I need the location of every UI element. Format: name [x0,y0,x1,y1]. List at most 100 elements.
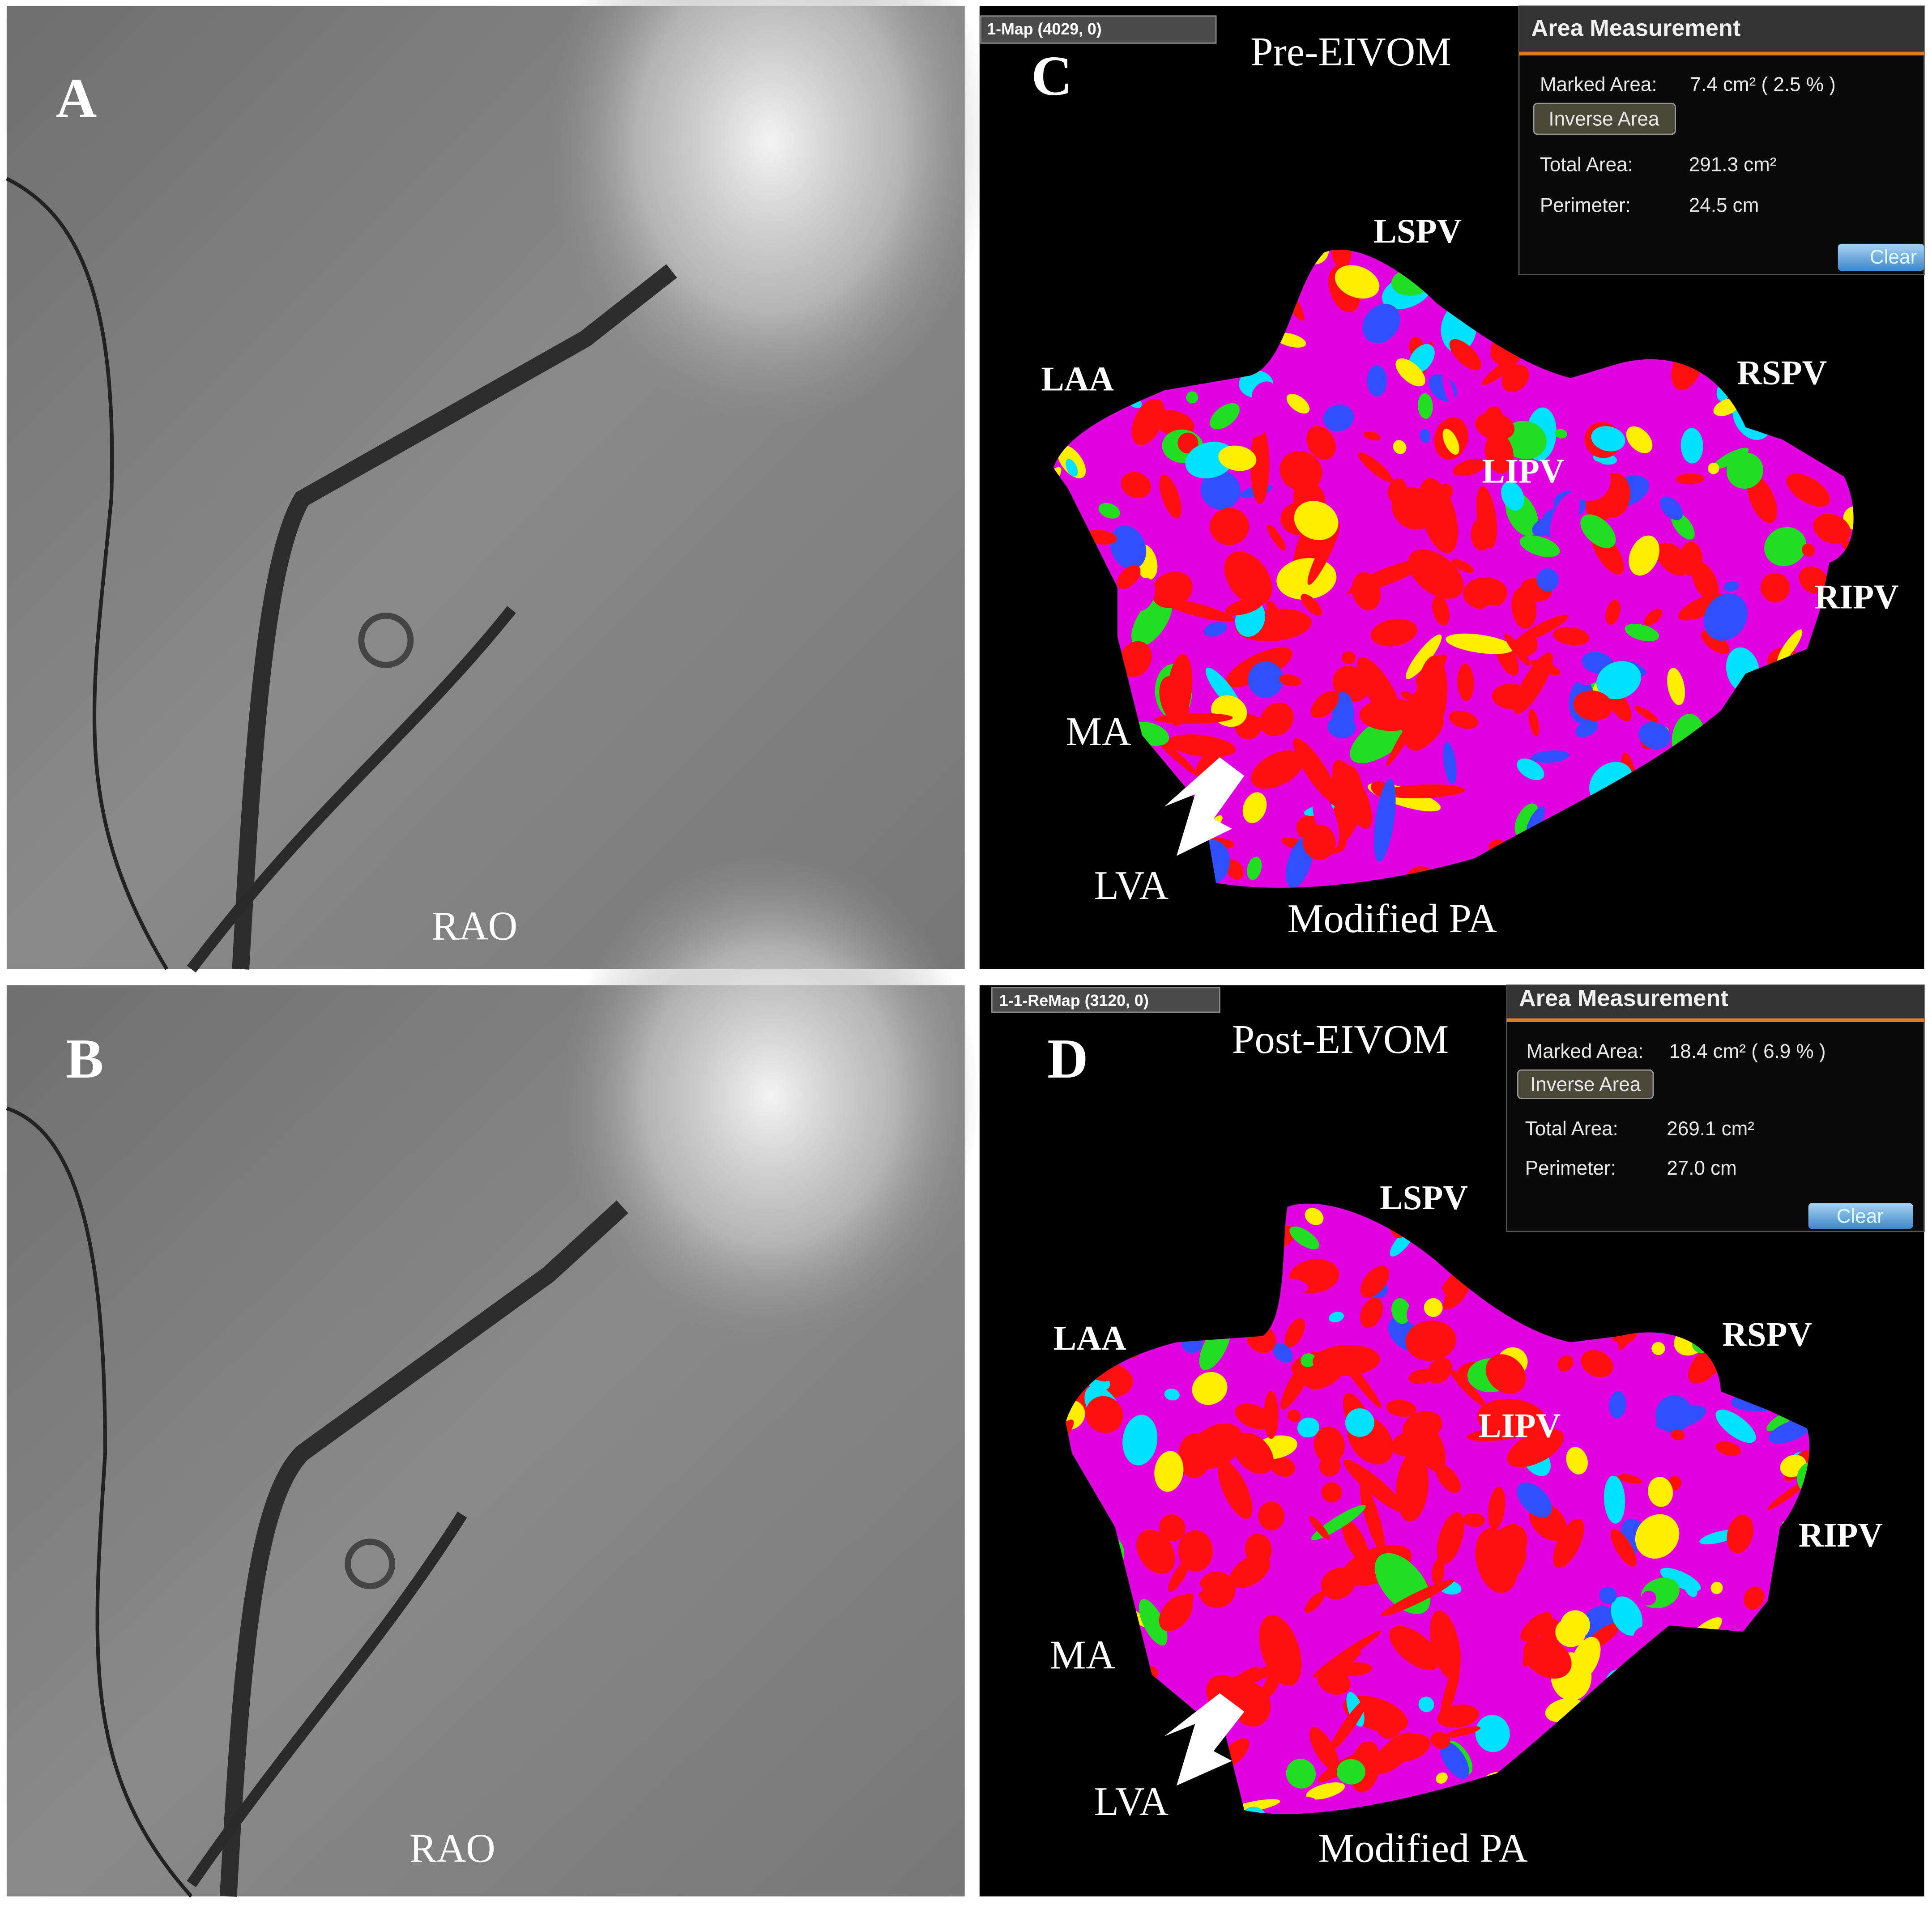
map-patch [1229,1554,1271,1588]
map-patch [1493,1524,1527,1564]
map-patch [1312,1345,1380,1376]
measurement-panel: Area Measurement Marked Area: 7.4 cm² ( … [1518,5,1925,276]
map-patch [1386,1399,1416,1417]
map-patch [1703,1451,1722,1499]
map-patch [1743,1586,1765,1610]
map-patch [1218,445,1257,471]
map-patch [1651,1342,1665,1355]
map-patch [1306,1782,1345,1800]
map-patch [1343,1459,1406,1513]
button-label: Clear [1870,246,1917,268]
map-patch [1159,474,1181,519]
field-value: 18.4 cm² ( 6.9 % ) [1669,1040,1826,1062]
map-patch [1309,1516,1330,1540]
map-patch [1189,1423,1244,1469]
map-patch [1267,524,1286,551]
map-patch [1680,541,1703,576]
map-patch [1442,374,1455,405]
map-patch [1573,690,1613,721]
map-patch [1704,593,1748,641]
map-patch [1357,657,1402,723]
button-label: Clear [1837,1206,1884,1227]
map-patch [1269,1456,1296,1477]
map-patch [1676,473,1704,485]
map-patch [1436,1772,1448,1784]
map-dropdown [991,987,1220,1013]
map-patch [1301,1353,1316,1368]
map-patch [1192,1372,1228,1405]
measurement-panel: Area Measurement Marked Area: 18.4 cm² (… [1506,984,1925,1232]
panel-header [1506,985,1924,1020]
map-patch [1552,627,1590,646]
map-patch [1288,1797,1317,1814]
map-patch [1638,722,1671,750]
map-patch [1167,654,1193,726]
map-patch [1580,514,1616,548]
map-patch [1408,549,1464,599]
map-patch [1279,674,1301,686]
map-patch [1437,1512,1464,1564]
map-patch [1098,503,1120,519]
map-patch [1611,1596,1643,1636]
map-patch [1159,1514,1186,1542]
field-value: 291.3 cm² [1689,153,1777,175]
map-patch [1446,633,1514,654]
map-patch [1117,565,1141,589]
map-patch [1488,1486,1506,1530]
map-patch [1764,527,1807,567]
map-patch [1363,431,1381,441]
map-patch [1110,525,1147,569]
map-patch [1530,660,1561,675]
field-label: Total Area: [1525,1118,1618,1140]
map-patch [1726,452,1764,489]
map-patch [1443,742,1457,784]
map-patch [1168,734,1236,758]
field-label: Marked Area: [1540,74,1657,96]
map-patch [1442,429,1459,455]
map-patch [1264,1390,1279,1439]
catheter [187,606,516,973]
map-patch [1395,358,1425,387]
map-patch [1581,1350,1613,1377]
field-value: 27.0 cm [1667,1157,1737,1179]
header-rule [1506,1018,1924,1022]
map-patch [1575,720,1598,737]
map-patch [1154,1451,1184,1492]
map-panel: 1-1-ReMap (3120, 0) D Post-EIVOM Area Me… [979,984,1925,1896]
map-patch [1813,514,1851,544]
map-patch [1786,473,1830,507]
map-patch [1246,411,1272,438]
button-label: Inverse Area [1530,1074,1641,1095]
panel-letter: C [1031,45,1072,107]
button-label: Inverse Area [1548,108,1659,130]
map-patch [1297,1417,1320,1438]
map-patch [1323,404,1354,431]
panel-letter: A [56,67,97,129]
map-patch [1158,597,1235,622]
map-patch [1476,486,1497,549]
map-patch [1382,784,1465,799]
map-patch [1440,1663,1460,1722]
map-patch [1273,1343,1293,1363]
map-patch [1177,432,1198,454]
field-value: 269.1 cm² [1667,1118,1754,1140]
map-patch [1467,1426,1534,1441]
map-patch [1342,1520,1369,1563]
map-patch [1345,1408,1374,1437]
map-patch [1475,1715,1510,1752]
map-patch [1279,451,1322,491]
map-patch [1293,737,1338,803]
map-patch [1259,1615,1302,1686]
map-patch [1267,601,1280,618]
map-patch [1218,1461,1253,1519]
map-patch [1352,572,1381,610]
map-patch [1450,1369,1486,1406]
map-patch [1203,622,1228,637]
map-patch [1331,249,1352,268]
panel-letter: D [1047,1027,1088,1090]
map-patch [1242,792,1267,823]
view-label: RAO [409,1826,495,1871]
map-patch [1384,385,1414,400]
map-patch [1321,1568,1355,1600]
